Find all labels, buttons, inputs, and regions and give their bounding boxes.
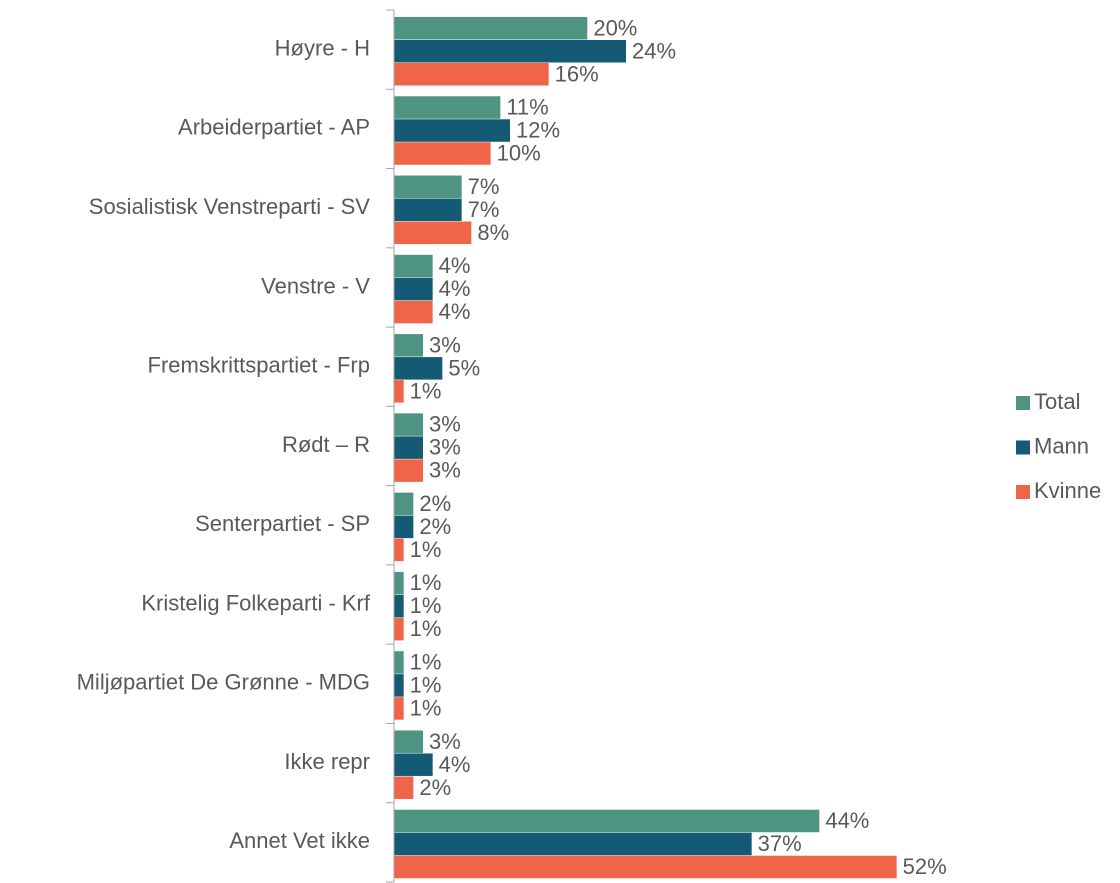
bar	[394, 119, 510, 142]
data-label: 44%	[825, 808, 869, 833]
bar	[394, 175, 462, 199]
bar	[394, 40, 626, 63]
data-label: 12%	[516, 118, 560, 143]
data-label: 1%	[410, 695, 442, 720]
y-tick-label: Venstre - V	[261, 273, 370, 298]
data-label: 1%	[410, 378, 442, 403]
data-label: 1%	[410, 537, 442, 562]
bar	[394, 413, 423, 436]
bar	[394, 17, 588, 40]
bar	[394, 254, 433, 278]
y-tick-label: Annet Vet ikke	[229, 828, 370, 853]
bar	[394, 357, 443, 380]
legend-swatch	[1016, 485, 1030, 499]
data-label: 11%	[506, 95, 548, 120]
bar	[394, 515, 414, 539]
y-tick-label: Sosialistisk Venstreparti - SV	[89, 194, 371, 219]
data-label: 2%	[419, 775, 451, 800]
data-label: 3%	[429, 332, 461, 357]
legend-swatch	[1016, 396, 1030, 410]
bar	[394, 221, 472, 245]
data-label: 10%	[497, 141, 541, 166]
bar	[394, 730, 423, 753]
data-label: 20%	[593, 15, 637, 40]
data-label: 16%	[555, 61, 599, 86]
data-label: 1%	[410, 570, 442, 595]
bar	[394, 809, 820, 833]
data-label: 24%	[632, 38, 676, 63]
data-label: 1%	[410, 672, 442, 697]
bar	[394, 277, 433, 301]
data-label: 7%	[468, 174, 500, 199]
legend-swatch	[1016, 440, 1030, 455]
bar	[394, 96, 501, 119]
data-label: 4%	[439, 253, 471, 278]
data-label: 5%	[448, 355, 480, 380]
bar	[394, 651, 404, 674]
data-label: 3%	[429, 435, 461, 460]
bar	[394, 334, 423, 357]
bar	[394, 538, 404, 562]
y-tick-label: Ikke repr	[284, 749, 370, 774]
legend-label: Total	[1034, 389, 1080, 414]
data-label: 2%	[419, 491, 451, 516]
bar	[394, 617, 404, 641]
bar	[394, 776, 414, 799]
legend-label: Kvinne	[1034, 478, 1101, 503]
data-label: 52%	[903, 854, 947, 879]
y-tick-label: Fremskrittspartiet - Frp	[148, 353, 370, 378]
data-label: 4%	[439, 752, 471, 777]
y-tick-label: Arbeiderpartiet - AP	[178, 115, 370, 140]
bar	[394, 198, 462, 222]
bar	[394, 436, 423, 459]
bar	[394, 571, 404, 595]
y-tick-label: Senterpartiet - SP	[195, 511, 370, 536]
bar	[394, 300, 433, 324]
bar	[394, 753, 433, 776]
bar	[394, 492, 414, 516]
data-label: 4%	[439, 276, 471, 301]
data-label: 37%	[758, 831, 802, 856]
legend-label: Mann	[1034, 433, 1089, 458]
bar	[394, 63, 549, 86]
data-label: 3%	[429, 458, 461, 483]
data-label: 1%	[410, 593, 442, 618]
bar	[394, 594, 404, 618]
y-tick-label: Høyre - H	[275, 35, 370, 60]
y-tick-label: Kristelig Folkeparti - Krf	[141, 590, 371, 615]
data-label: 1%	[410, 649, 442, 674]
bar	[394, 697, 404, 720]
data-label: 3%	[429, 729, 461, 754]
data-label: 2%	[419, 514, 451, 539]
y-tick-label: Miljøpartiet De Grønne - MDG	[77, 670, 370, 695]
bar	[394, 142, 491, 165]
data-label: 7%	[468, 197, 500, 222]
bar	[394, 855, 897, 879]
data-label: 4%	[439, 299, 471, 324]
data-label: 8%	[477, 220, 509, 245]
bar	[394, 674, 404, 697]
y-tick-label: Rødt – R	[282, 432, 370, 457]
data-label: 1%	[410, 616, 442, 641]
data-label: 3%	[429, 412, 461, 437]
bar	[394, 832, 752, 856]
bar	[394, 380, 404, 403]
bar	[394, 459, 423, 482]
